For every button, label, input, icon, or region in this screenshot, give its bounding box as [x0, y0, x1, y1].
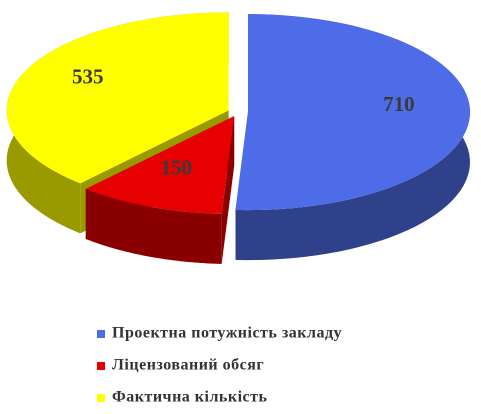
- legend-label: Ліцензований обсяг: [112, 357, 264, 374]
- slice-top: [85, 116, 235, 214]
- slice: [85, 116, 235, 264]
- legend-label: Фактична кількість: [112, 389, 268, 406]
- legend-marker: [97, 330, 105, 338]
- slice: [235, 14, 470, 261]
- slice-top: [235, 14, 470, 211]
- slice-wall: [85, 188, 222, 264]
- legend-marker: [97, 394, 105, 402]
- slice-top: [6, 12, 229, 184]
- value-label: 535: [72, 64, 104, 88]
- legend-label: Проектна потужність закладу: [112, 325, 342, 342]
- value-label: 150: [160, 155, 192, 179]
- value-label: 710: [383, 92, 415, 116]
- legend-marker: [97, 362, 105, 370]
